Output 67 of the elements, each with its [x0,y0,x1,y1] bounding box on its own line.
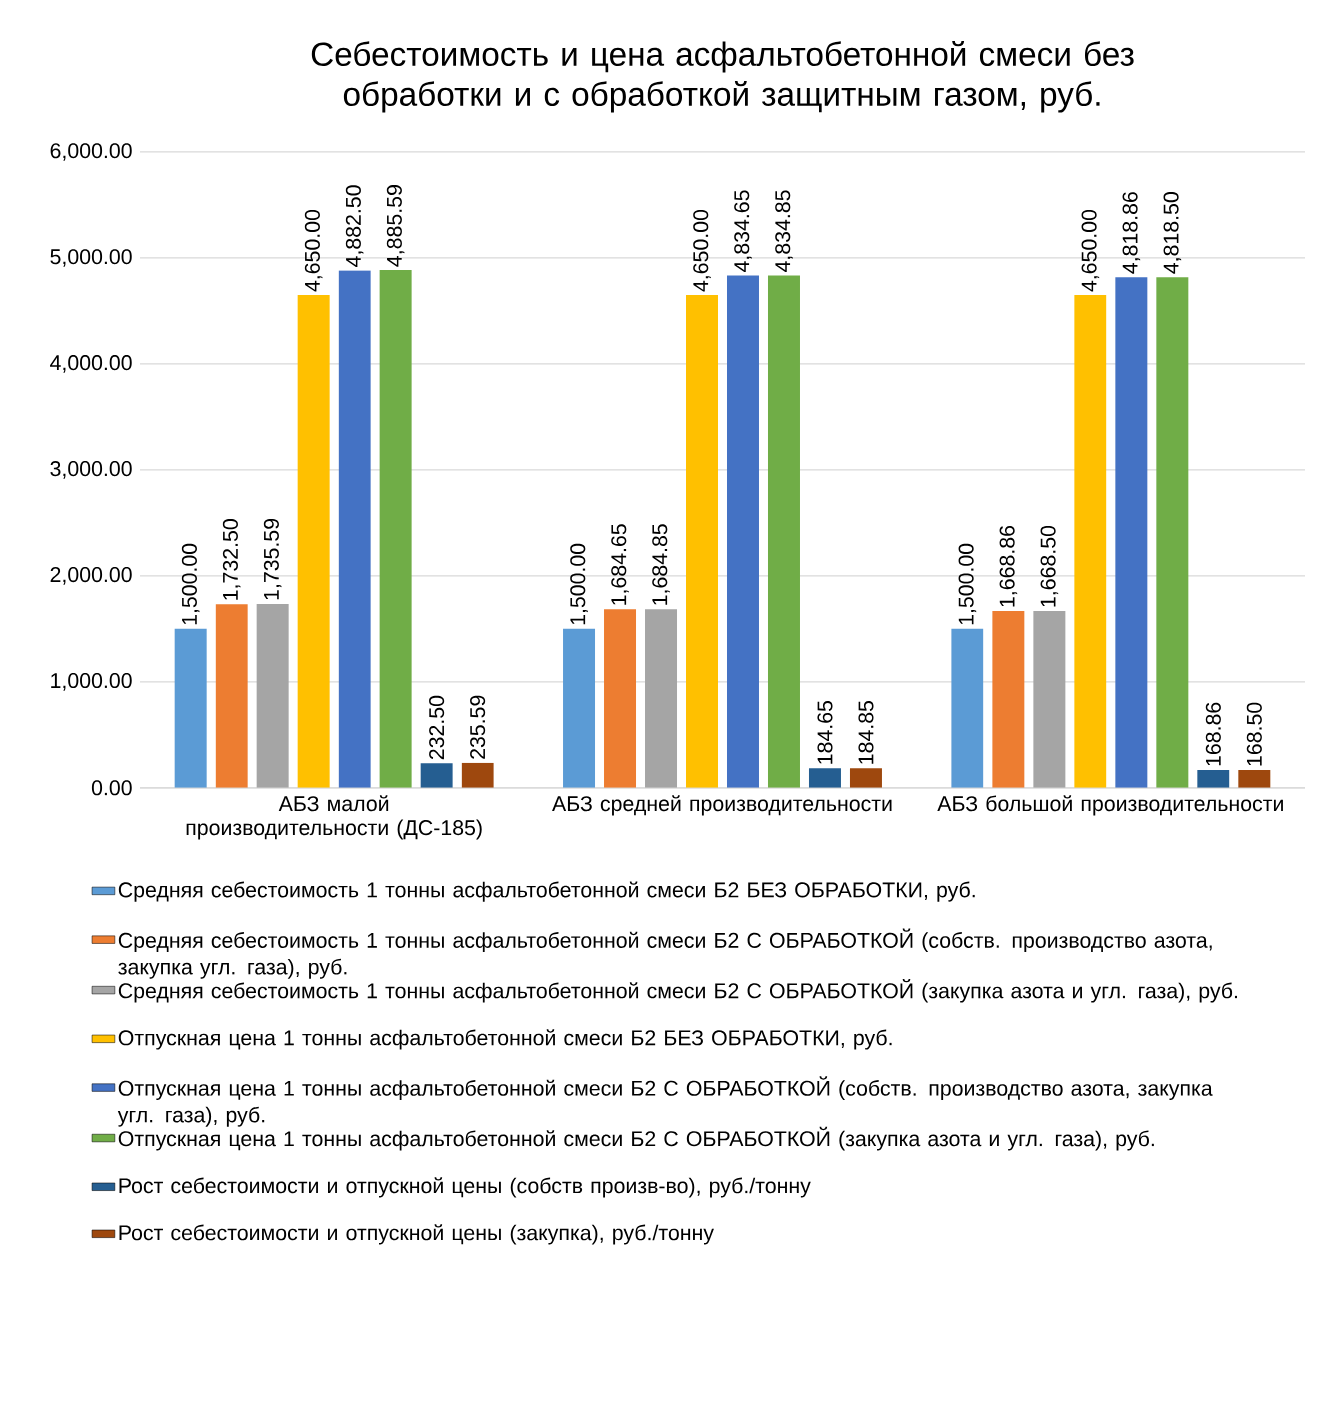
data-label: 4,818.50 [1163,192,1182,274]
data-label: 4,650.00 [1081,209,1100,292]
bar [1156,277,1189,788]
legend-label: Отпускная цена 1 тонны асфальтобетонной смеси Б2 С ОБРАБОТКОЙ (закупка азота и угл. газа), руб. [118,1126,1154,1151]
bar [1074,295,1107,788]
bar [1115,277,1148,788]
data-label: 4,650.00 [304,209,323,292]
data-label: 1,668.50 [1040,525,1059,607]
data-label: 184.65 [817,700,833,764]
y-tick-label: 2,000.00 [50,567,132,585]
bar [297,295,330,788]
data-label: 168.50 [1246,702,1262,766]
data-label: 4,834.85 [775,190,793,273]
bar [461,762,494,788]
x-tick-label: АБЗ большой производительности [937,795,1283,816]
x-tick-label: АБЗ малой производительности (ДС-185) [186,795,482,840]
bar [604,609,637,788]
bar [686,295,718,788]
y-tick-label: 3,000.00 [50,461,132,479]
bar [174,628,207,788]
y-tick-label: 0.00 [91,780,132,796]
data-label: 1,684.65 [611,524,629,605]
y-tick-label: 4,000.00 [50,355,132,373]
chart-title: Себестоимость и цена асфальтобетонной смеси без обработки и с обработкой защитным газом, руб. [311,40,1134,113]
y-tick-label: 1,000.00 [51,673,132,691]
legend-label: Отпускная цена 1 тонны асфальтобетонной смеси Б2 БЕЗ ОБРАБОТКИ, руб. [118,1029,892,1050]
legend-label: Рост себестоимости и отпускной цены (собств произв-во), руб./тонну [119,1177,811,1198]
y-tick-label: 6,000.00 [50,143,132,161]
bar [767,275,800,788]
data-label: 1,500.00 [181,543,200,625]
bar [256,603,289,788]
data-label: 4,885.59 [386,185,405,267]
bar [951,628,984,788]
bar [1197,769,1230,788]
bar [379,270,412,788]
data-label: 168.86 [1205,702,1221,766]
data-label: 4,818.86 [1122,192,1141,274]
data-label: 1,684.85 [652,524,670,605]
data-label: 1,500.00 [958,543,977,625]
data-label: 4,650.00 [693,209,711,292]
bar [215,604,248,788]
bar [563,628,596,788]
bar [992,610,1025,788]
bar [645,609,678,788]
x-tick-label: АБЗ средней производительности [552,795,892,816]
legend-label: Средняя себестоимость 1 тонны асфальтобетонной смеси Б2 БЕЗ ОБРАБОТКИ, руб. [118,881,975,902]
data-label: 184.85 [858,700,874,764]
data-label: 1,732.50 [222,519,241,600]
bar [1238,769,1271,788]
y-tick-label: 5,000.00 [50,249,132,267]
bar [808,768,841,788]
legend-label: Рост себестоимости и отпускной цены (закупка), руб./тонну [119,1224,714,1245]
legend-label: Средняя себестоимость 1 тонны асфальтобетонной смеси Б2 С ОБРАБОТКОЙ (закупка азота и угл. газа), руб. [118,978,1237,1003]
bar [338,270,371,788]
data-label: 4,834.65 [734,190,752,273]
bar [420,763,453,788]
legend-label: Отпускная цена 1 тонны асфальтобетонной смеси Б2 С ОБРАБОТКОЙ (собств. производство азота, закупка угл. газа), руб. [117,1076,1213,1127]
data-label: 1,735.59 [263,518,282,600]
data-label: 235.59 [470,695,486,759]
data-label: 1,668.86 [999,525,1018,607]
bar [849,768,882,788]
bar [1033,610,1066,788]
bar [727,275,759,788]
data-label: 4,882.50 [345,185,364,267]
data-label: 1,500.00 [570,543,588,625]
legend-label: Средняя себестоимость 1 тонны асфальтобетонной смеси Б2 С ОБРАБОТКОЙ (собств. производство азота, закупка угл. газа), руб. [118,928,1212,979]
data-label: 232.50 [429,695,445,760]
